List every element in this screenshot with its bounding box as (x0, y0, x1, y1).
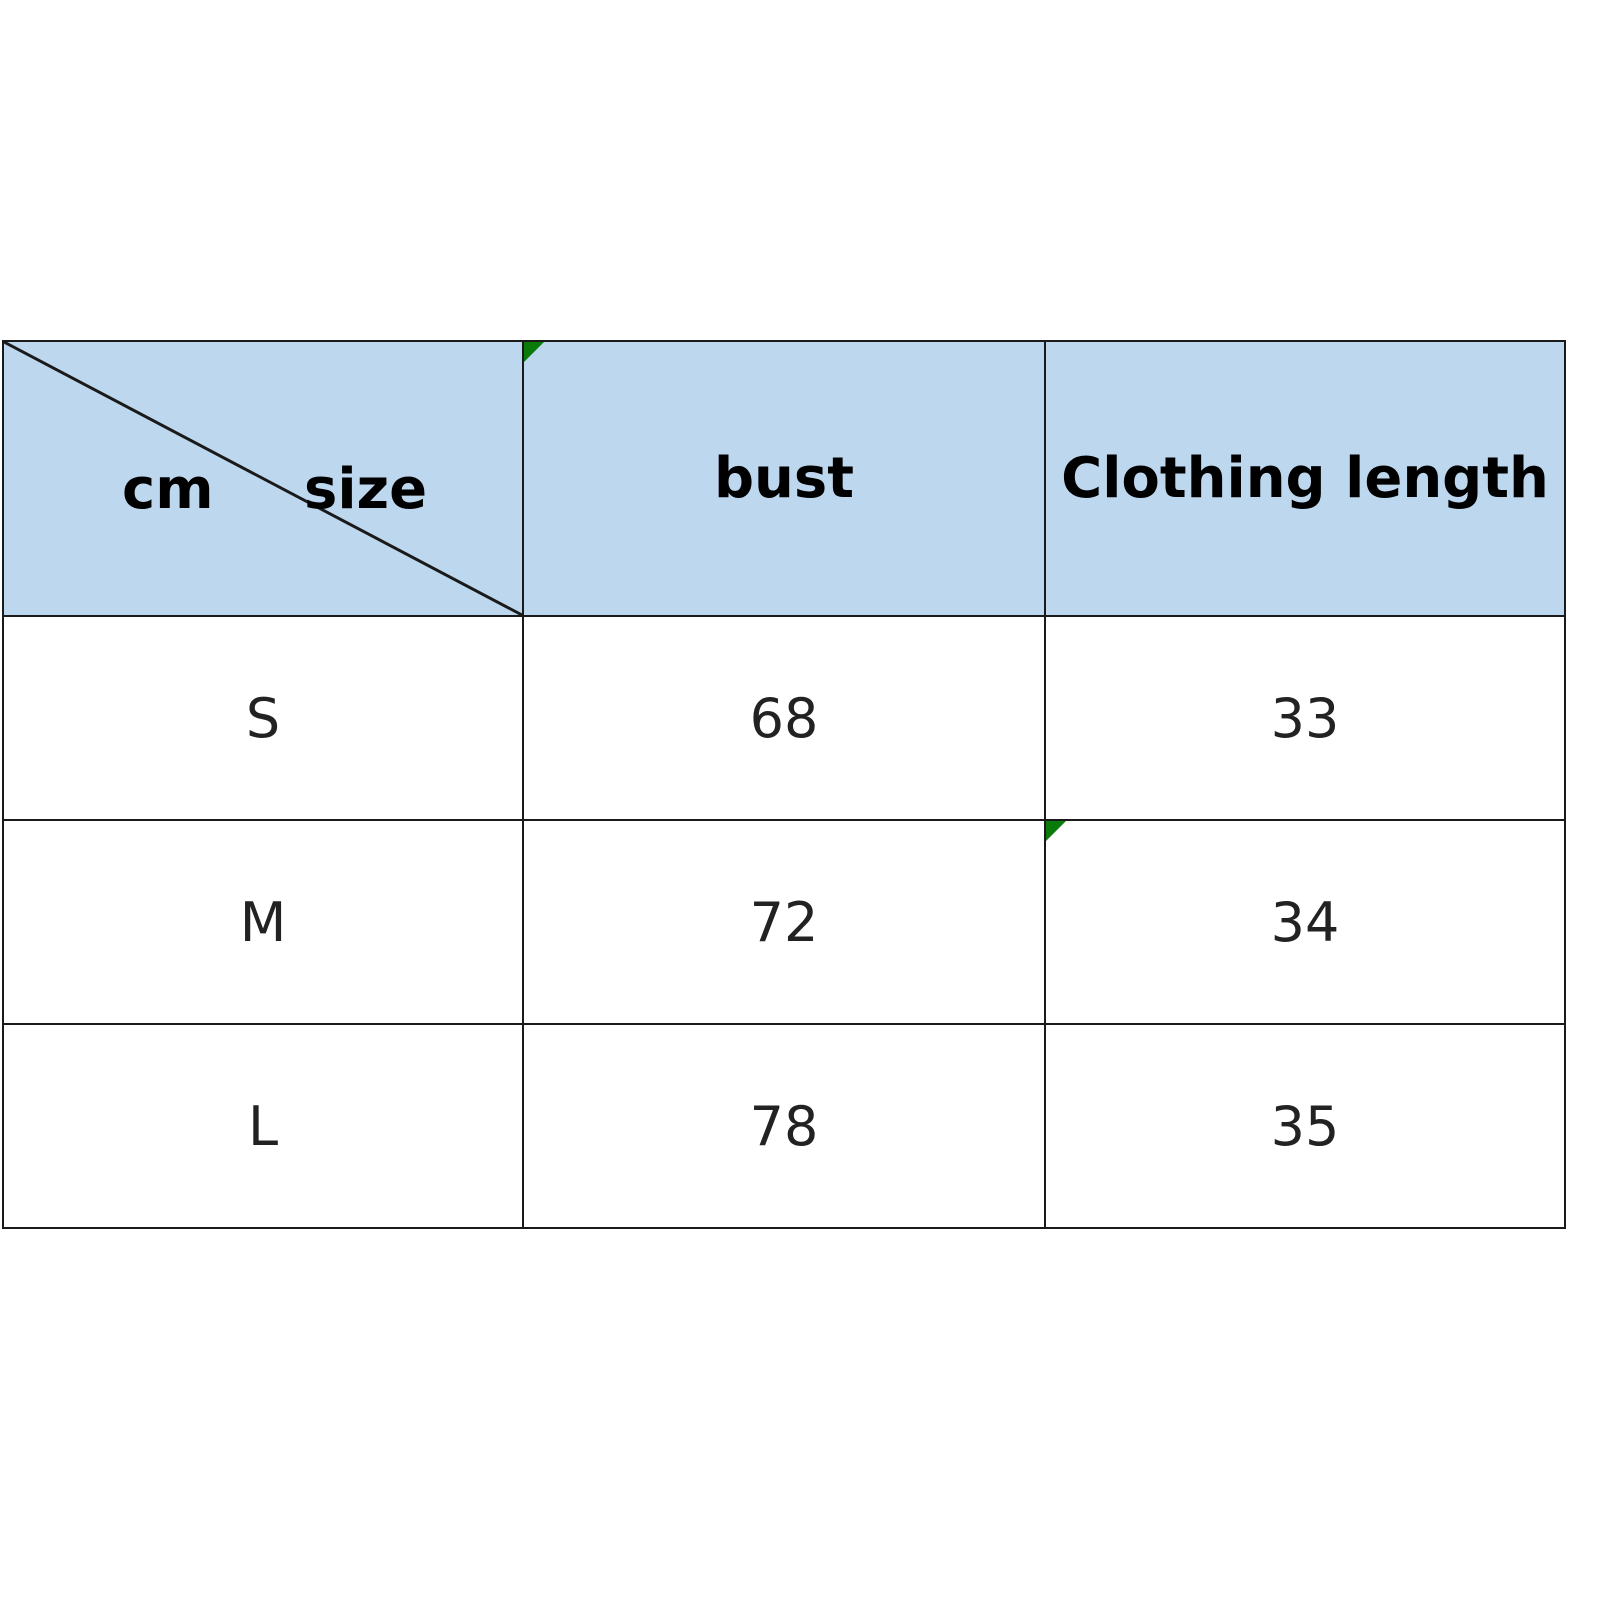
table-cell-size: M (2, 819, 524, 1025)
corner-label-size: size (304, 457, 428, 522)
table-cell-length: 35 (1044, 1023, 1566, 1229)
header-bust: bust (522, 340, 1046, 617)
table-cell-bust: 68 (522, 615, 1046, 821)
cell-text: S (245, 686, 281, 750)
table-cell-bust: 78 (522, 1023, 1046, 1229)
cell-text: M (239, 890, 287, 954)
diagonal-divider (4, 342, 522, 615)
cell-text: 35 (1270, 1094, 1340, 1158)
table-cell-bust: 72 (522, 819, 1046, 1025)
cell-text: L (247, 1094, 279, 1158)
size-chart-table: cm size bust Clothing length S 68 33 M 7… (2, 340, 1566, 1229)
header-bust-label: bust (713, 446, 855, 511)
cell-text: 78 (749, 1094, 819, 1158)
cell-text: 34 (1270, 890, 1340, 954)
table-cell-size: S (2, 615, 524, 821)
corner-header-cell: cm size (2, 340, 524, 617)
header-clothing-length: Clothing length (1044, 340, 1566, 617)
corner-label-cm: cm (122, 457, 214, 522)
header-length-label: Clothing length (1061, 446, 1549, 511)
cell-text: 72 (749, 890, 819, 954)
comment-marker-icon (524, 342, 544, 362)
comment-marker-icon (1046, 821, 1066, 841)
table-cell-size: L (2, 1023, 524, 1229)
table-cell-length: 33 (1044, 615, 1566, 821)
table-cell-length: 34 (1044, 819, 1566, 1025)
cell-text: 68 (749, 686, 819, 750)
cell-text: 33 (1270, 686, 1340, 750)
